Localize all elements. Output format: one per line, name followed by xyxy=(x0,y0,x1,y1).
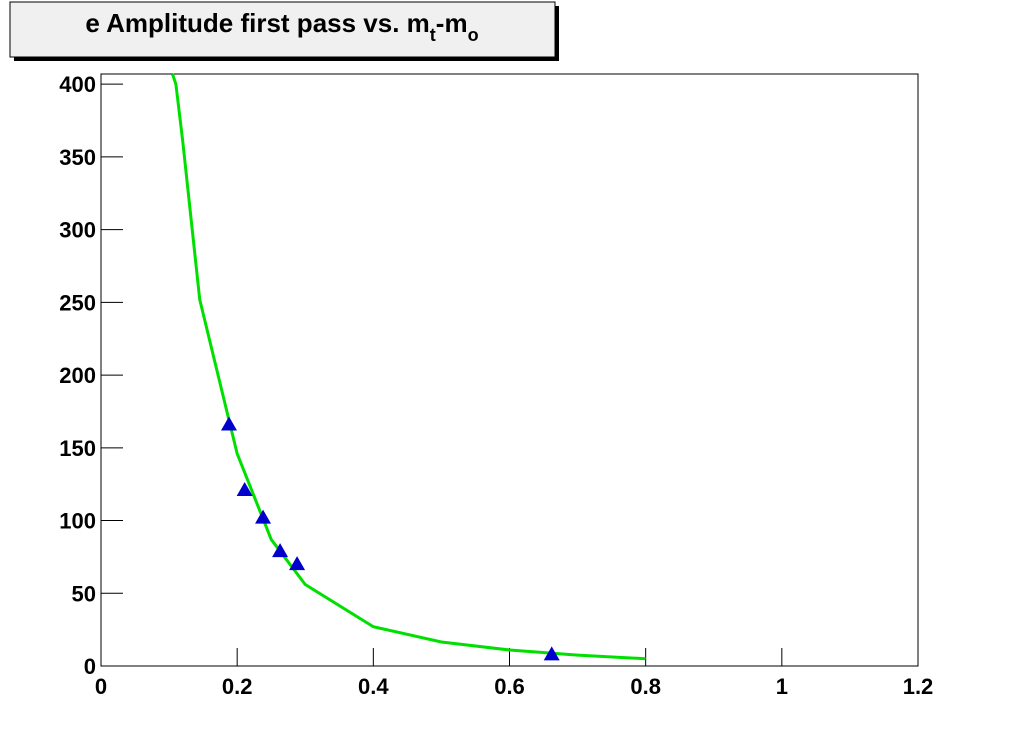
y-tick-label: 50 xyxy=(72,581,96,606)
data-point xyxy=(236,482,253,496)
x-tick-label: 1.2 xyxy=(903,674,934,699)
x-tick-label: 0.2 xyxy=(222,674,253,699)
y-tick-label: 300 xyxy=(59,218,96,243)
y-tick-label: 150 xyxy=(59,436,96,461)
y-tick-label: 400 xyxy=(59,72,96,97)
fit-curve xyxy=(171,73,646,661)
y-tick-label: 100 xyxy=(59,509,96,534)
y-tick-label: 0 xyxy=(84,654,96,679)
title-part: e Amplitude first pass vs. m xyxy=(85,8,429,38)
title-sub: o xyxy=(468,25,479,45)
data-point xyxy=(255,509,272,524)
x-tick-label: 0.6 xyxy=(494,674,525,699)
x-tick-label: 1 xyxy=(776,674,788,699)
data-point xyxy=(289,556,306,571)
y-tick-label: 350 xyxy=(59,145,96,170)
x-tick-label: 0.4 xyxy=(358,674,389,699)
chart-title: e Amplitude first pass vs. mt-mo xyxy=(85,8,478,45)
x-tick-label: 0.8 xyxy=(630,674,661,699)
x-tick-label: 0 xyxy=(95,674,107,699)
plot-frame xyxy=(100,73,919,667)
y-tick-label: 200 xyxy=(59,363,96,388)
data-point xyxy=(220,416,237,431)
data-point xyxy=(543,646,560,661)
data-point xyxy=(272,543,289,558)
title-part: -m xyxy=(436,8,468,38)
title-box xyxy=(9,1,556,58)
y-tick-label: 250 xyxy=(59,290,96,315)
title-sub: t xyxy=(430,25,436,45)
